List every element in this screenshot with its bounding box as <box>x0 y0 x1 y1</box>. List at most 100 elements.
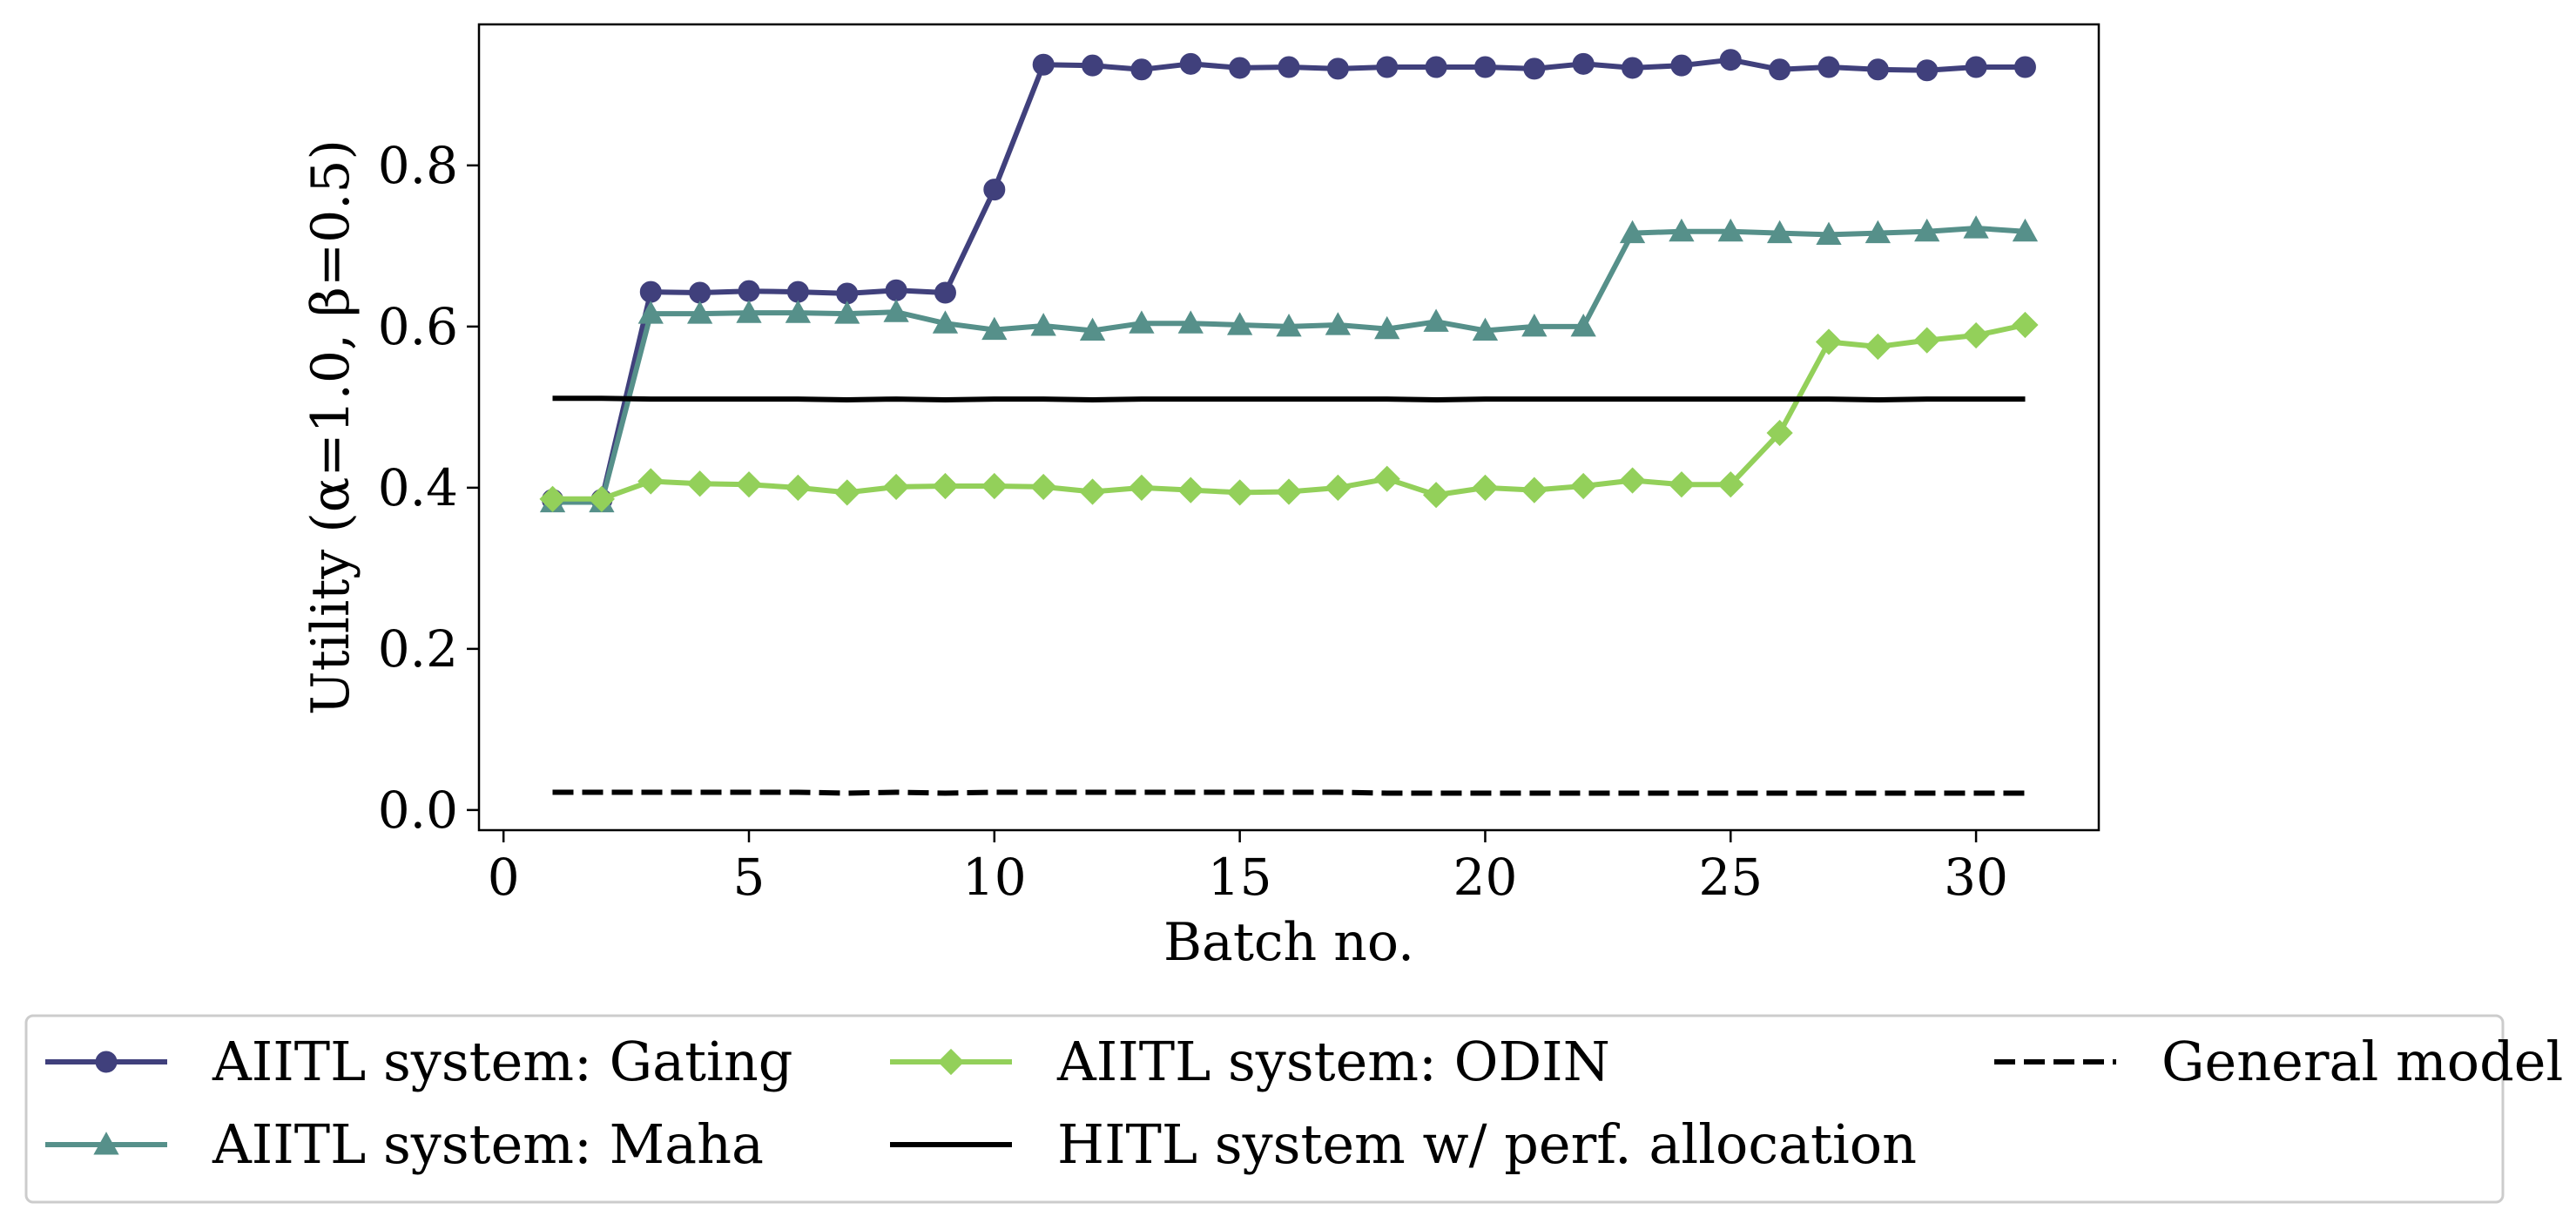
legend-marker <box>95 1051 118 1073</box>
data-point <box>1865 333 1892 361</box>
legend-label: General model <box>2161 1030 2563 1093</box>
data-point <box>1425 56 1447 78</box>
data-point <box>1082 54 1104 77</box>
data-point <box>2013 56 2036 78</box>
data-point <box>1521 476 1548 503</box>
data-point <box>785 474 812 501</box>
data-point <box>1965 56 1987 78</box>
y-tick-label: 0.0 <box>378 781 458 840</box>
series-0 <box>542 49 2036 511</box>
data-point <box>1422 482 1450 509</box>
data-point <box>882 473 910 501</box>
data-point <box>1373 465 1400 492</box>
y-axis-label: Utility (α=1.0, β=0.5) <box>300 139 361 715</box>
data-point <box>1570 314 1596 337</box>
data-point <box>639 280 662 303</box>
data-point <box>1619 467 1646 494</box>
legend-label: AIITL system: ODIN <box>1056 1030 1610 1093</box>
x-tick-label: 0 <box>488 848 520 907</box>
data-point <box>1472 474 1499 501</box>
data-point <box>1130 58 1153 81</box>
data-point <box>1079 317 1106 341</box>
data-point <box>932 472 959 500</box>
axes: Batch no. Utility (α=1.0, β=0.5) 0 5 10 15 2… <box>300 23 2101 973</box>
series-1 <box>539 215 2039 513</box>
data-point <box>1570 472 1597 500</box>
data-point <box>686 301 713 324</box>
plot-frame <box>477 23 2101 832</box>
data-point <box>1523 57 1546 80</box>
data-point <box>1179 52 1202 75</box>
data-point <box>1326 57 1349 80</box>
data-point <box>1619 220 1646 244</box>
data-point <box>1816 221 1842 245</box>
data-point <box>1473 56 1496 78</box>
data-point <box>1719 49 1742 71</box>
data-point <box>1766 419 1793 447</box>
data-point <box>738 280 760 302</box>
legend-marker <box>937 1048 965 1076</box>
data-point <box>1668 471 1696 498</box>
data-point <box>1275 478 1303 505</box>
x-tick-label: 20 <box>1453 848 1518 907</box>
legend-frame <box>24 1014 2505 1204</box>
data-point <box>1963 215 1989 239</box>
data-point <box>1423 308 1449 332</box>
series-line <box>552 789 2026 796</box>
data-point <box>1278 56 1300 78</box>
data-point <box>885 279 907 301</box>
data-point <box>686 470 713 497</box>
data-point <box>1325 312 1352 335</box>
data-point <box>785 300 812 323</box>
legend-entry-3: HITL system w/ perf. allocation <box>890 1112 1917 1176</box>
data-point <box>2012 218 2039 242</box>
data-point <box>1669 218 1695 242</box>
series-line <box>552 395 2026 402</box>
y-tick-label: 0.2 <box>378 619 458 679</box>
legend-marker <box>93 1132 119 1155</box>
data-point <box>1276 314 1302 337</box>
data-point <box>689 281 711 304</box>
x-tick-label: 25 <box>1698 848 1763 907</box>
data-point <box>833 479 860 506</box>
data-point <box>1079 478 1106 505</box>
legend-entry-2: AIITL system: ODIN <box>890 1030 1610 1093</box>
data-point <box>1817 56 1840 78</box>
data-point <box>981 472 1008 500</box>
data-point <box>1030 473 1057 501</box>
data-point <box>834 301 860 324</box>
data-point <box>883 299 909 322</box>
series-4 <box>552 789 2026 796</box>
data-point <box>1472 317 1499 341</box>
data-point <box>1962 321 1990 349</box>
data-point <box>932 310 959 334</box>
legend-entry-0: AIITL system: Gating <box>45 1030 793 1093</box>
data-point <box>1670 54 1693 77</box>
series-line <box>552 322 2026 502</box>
data-point <box>1914 218 1940 242</box>
data-point <box>981 316 1008 341</box>
y-tick-label: 0.6 <box>378 297 458 356</box>
data-point <box>1226 312 1253 335</box>
legend-entry-1: AIITL system: Maha <box>45 1112 764 1176</box>
data-point <box>588 485 616 512</box>
x-tick-label: 5 <box>733 848 765 907</box>
data-point <box>736 300 762 323</box>
data-point <box>637 301 664 324</box>
data-point <box>1815 328 1843 355</box>
data-point <box>1226 479 1253 506</box>
data-point <box>934 281 956 304</box>
data-point <box>637 468 664 495</box>
data-point <box>1128 474 1156 501</box>
series-line <box>552 226 2026 505</box>
data-point <box>1865 220 1892 244</box>
legend-label: AIITL system: Gating <box>212 1030 793 1093</box>
legend-label: AIITL system: Maha <box>212 1112 764 1176</box>
data-point <box>786 280 809 303</box>
data-point <box>1376 56 1399 78</box>
data-point <box>1866 58 1889 81</box>
x-tick-label: 30 <box>1944 848 2008 907</box>
x-tick-label: 15 <box>1208 848 1272 907</box>
data-point <box>2012 311 2039 339</box>
